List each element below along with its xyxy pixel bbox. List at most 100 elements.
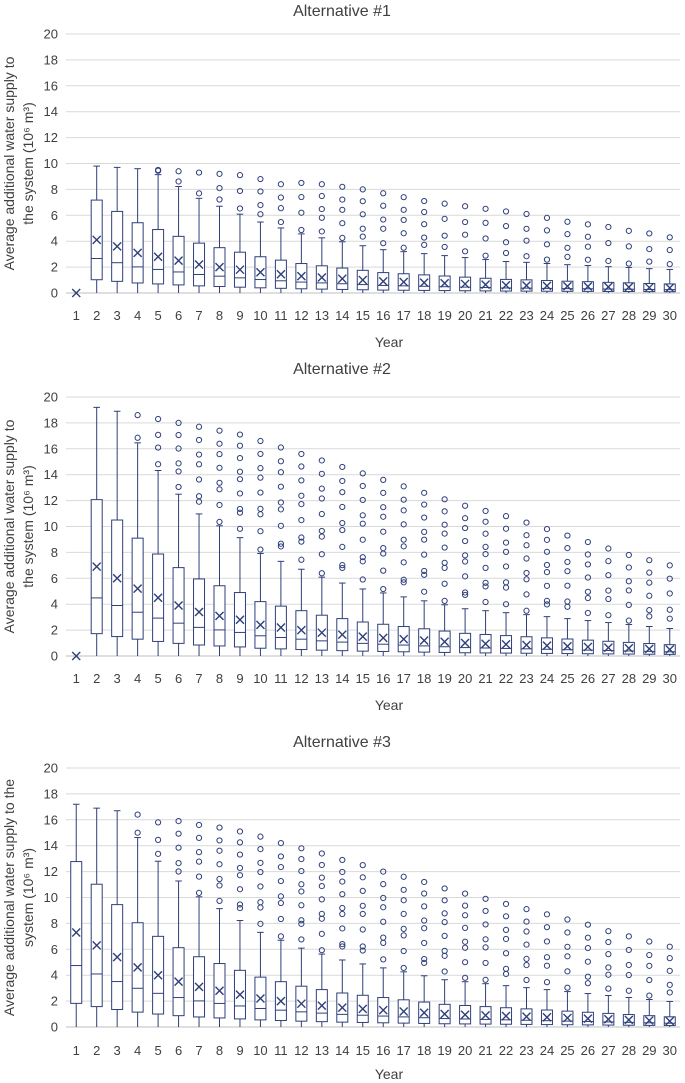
mean-marker	[235, 990, 245, 1000]
box-plot-17	[397, 873, 410, 1027]
outlier-point	[564, 598, 571, 605]
outlier-point	[257, 511, 264, 518]
mean-marker	[562, 1013, 572, 1023]
outlier-point	[462, 573, 469, 580]
outlier-point	[155, 167, 162, 174]
x-tick-label: 17	[396, 1043, 410, 1058]
outlier-point	[236, 187, 244, 195]
x-tick-label: 26	[581, 671, 595, 686]
outlier-point	[216, 861, 223, 868]
outlier-point	[236, 455, 244, 462]
outlier-point	[236, 872, 244, 879]
box-plot-20	[459, 890, 472, 1027]
outlier-point	[236, 904, 244, 912]
y-tick-label: 14	[44, 104, 58, 119]
x-tick-label: 7	[195, 308, 202, 323]
outlier-point	[666, 261, 673, 268]
x-tick-label: 14	[335, 308, 349, 323]
outlier-point	[175, 483, 182, 491]
y-tick-label: 0	[51, 286, 58, 301]
outlier-point	[298, 855, 305, 863]
x-axis-label: Year	[375, 1066, 404, 1082]
outlier-point	[564, 984, 571, 991]
outlier-point	[584, 980, 592, 987]
x-tick-label: 23	[519, 671, 533, 686]
outlier-point	[359, 496, 366, 504]
outlier-point	[441, 580, 448, 587]
outlier-point	[175, 178, 182, 185]
outlier-point	[462, 537, 469, 545]
outlier-point	[646, 258, 653, 265]
outlier-point	[523, 542, 530, 549]
outlier-point	[441, 530, 448, 537]
outlier-point	[502, 548, 510, 555]
box-plot-12	[295, 845, 308, 1027]
mean-marker	[583, 282, 593, 292]
outlier-point	[482, 219, 489, 226]
outlier-point	[441, 508, 448, 515]
outlier-point	[605, 572, 612, 579]
outlier-point	[318, 533, 325, 540]
mean-marker	[112, 241, 122, 251]
outlier-point	[257, 859, 264, 866]
outlier-point	[482, 921, 489, 928]
outlier-point	[298, 902, 305, 909]
outlier-point	[502, 222, 510, 230]
mean-marker	[71, 651, 81, 661]
y-tick-label: 20	[44, 27, 58, 42]
outlier-point	[482, 895, 489, 902]
outlier-point	[605, 545, 612, 552]
x-tick-label: 4	[134, 671, 141, 686]
mean-marker	[501, 639, 511, 649]
mean-marker	[644, 1016, 654, 1026]
y-axis-label: Average additional water supply to the	[1, 779, 17, 1016]
outlier-point	[421, 890, 428, 897]
outlier-point	[625, 260, 632, 267]
outlier-point	[277, 933, 284, 940]
box-plot-12	[295, 179, 308, 293]
x-tick-label: 15	[356, 308, 370, 323]
outlier-point	[359, 512, 366, 519]
outlier-point	[359, 482, 366, 490]
outlier-point	[502, 539, 510, 546]
x-tick-label: 14	[335, 1043, 349, 1058]
box-plot-29	[643, 938, 656, 1027]
outlier-point	[502, 970, 510, 978]
outlier-point	[482, 598, 489, 606]
outlier-point	[216, 837, 223, 844]
box-plot-18	[418, 489, 431, 656]
x-tick-label: 1	[73, 308, 80, 323]
x-tick-label: 29	[642, 671, 656, 686]
outlier-point	[277, 877, 284, 885]
box-plot-28	[622, 933, 635, 1027]
outlier-point	[298, 492, 305, 499]
outlier-point	[380, 956, 387, 963]
box-plot-8	[213, 170, 226, 293]
outlier-point	[605, 951, 612, 958]
outlier-point	[584, 934, 592, 941]
outlier-point	[195, 461, 203, 468]
outlier-point	[318, 228, 325, 235]
mean-marker	[624, 282, 634, 292]
x-tick-label: 29	[642, 308, 656, 323]
outlier-point	[277, 218, 284, 226]
mean-marker	[174, 256, 184, 266]
outlier-point	[257, 546, 264, 553]
outlier-point	[646, 938, 653, 945]
box-plot-9	[233, 431, 246, 656]
mean-marker	[296, 625, 306, 635]
outlier-point	[584, 609, 592, 617]
outlier-point	[216, 897, 223, 904]
box-plot-8	[213, 824, 226, 1027]
outlier-point	[646, 962, 653, 969]
box-plot-23	[520, 906, 533, 1027]
outlier-point	[216, 518, 223, 526]
mean-marker	[255, 620, 265, 630]
x-tick-label: 17	[396, 671, 410, 686]
outlier-point	[318, 915, 325, 922]
outlier-point	[380, 545, 387, 552]
outlier-point	[625, 551, 632, 559]
y-tick-label: 10	[44, 890, 58, 905]
outlier-point	[441, 952, 448, 959]
x-tick-label: 15	[356, 671, 370, 686]
